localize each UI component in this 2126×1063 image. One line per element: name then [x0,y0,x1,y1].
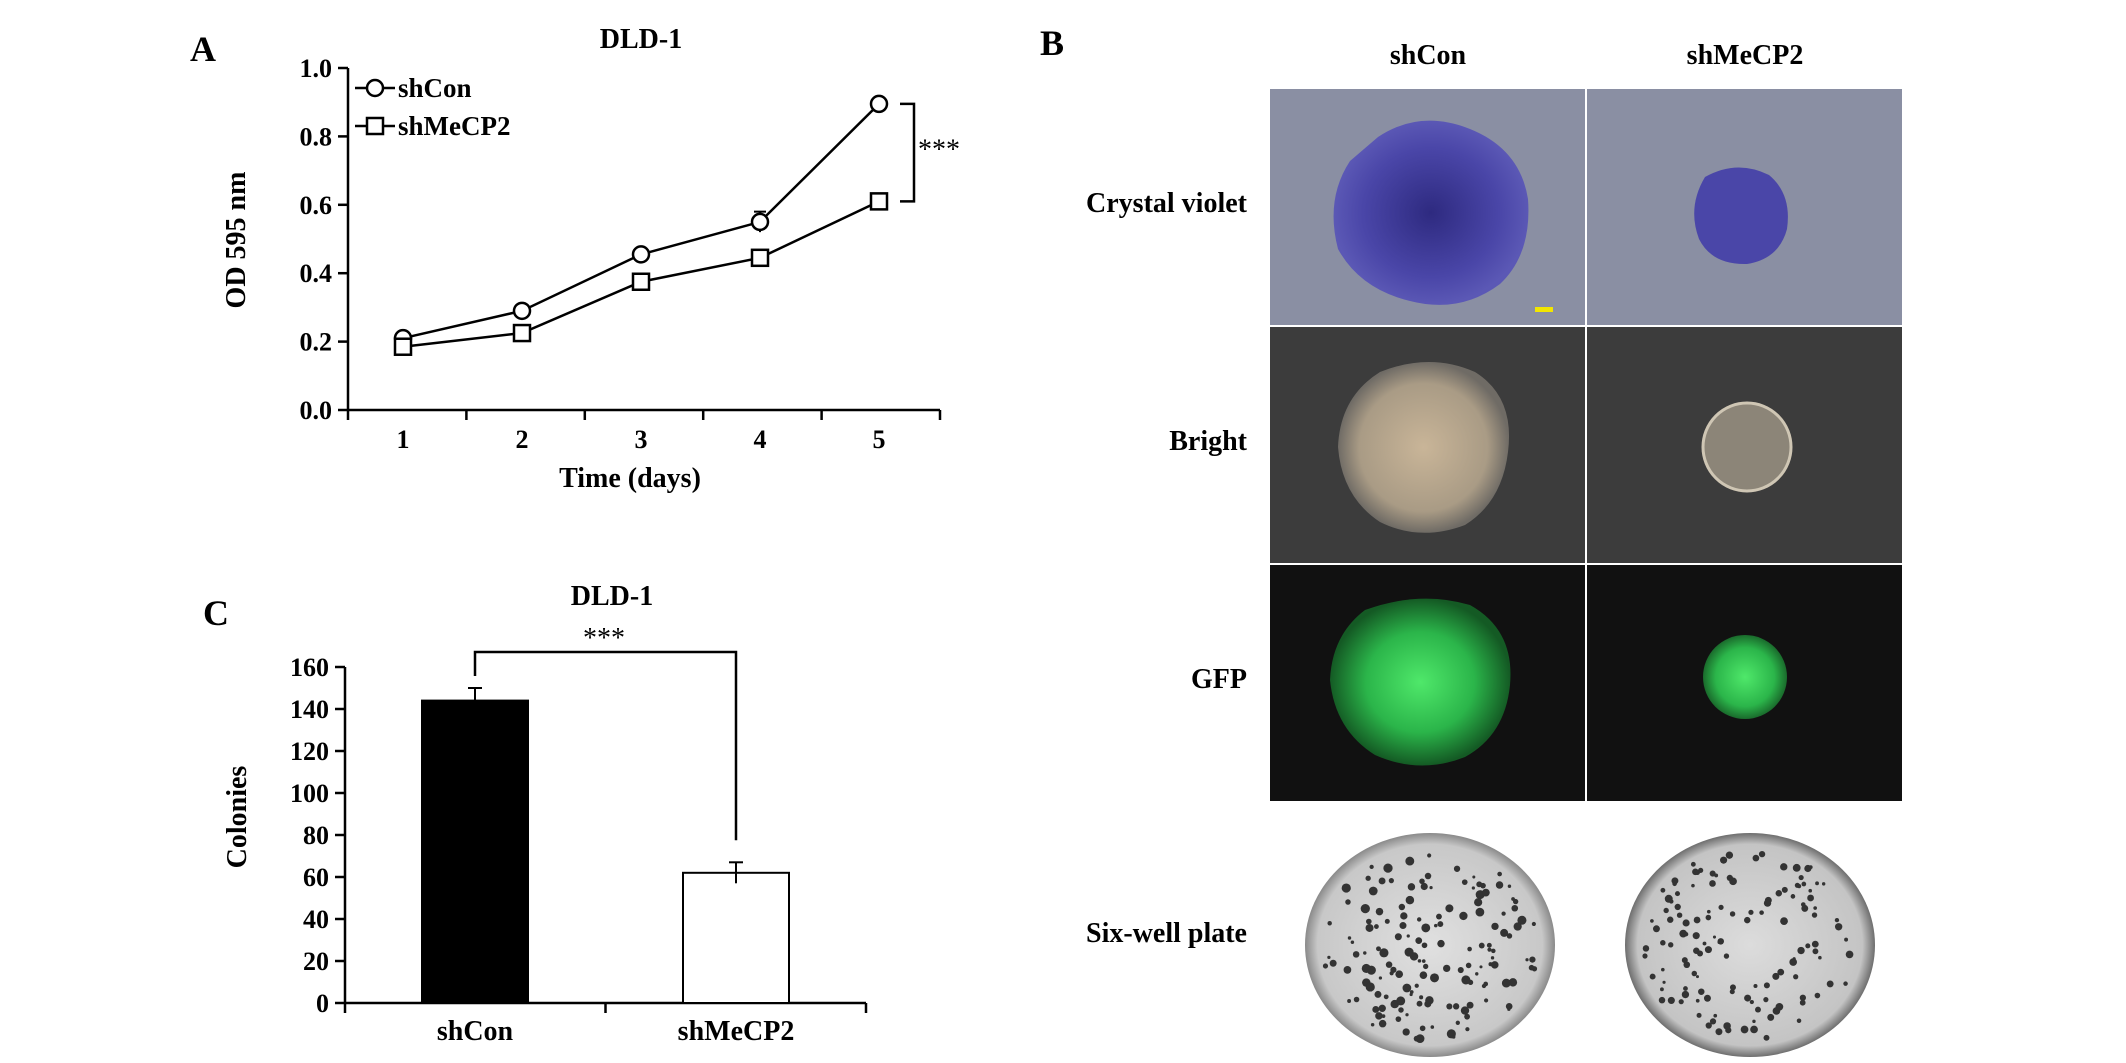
six-well-plate-shmecp2-image [1625,833,1875,1057]
chart-c-y-tick-label: 100 [290,779,329,808]
chart-a-y-axis-label: OD 595 nm [221,172,252,309]
column-label-shcon: shCon [1389,40,1467,71]
chart-a-point-shmecp2 [512,323,532,343]
chart-c-y-axis-label: Colonies [222,766,253,869]
chart-a-x-tick-label: 4 [754,425,767,454]
chart-a-legend-label-shcon: shCon [398,73,472,103]
chart-a-legend-marker [365,78,385,98]
chart-a-y-tick-label: 0.6 [300,191,333,220]
chart-a-y-tick-label: 1.0 [300,54,333,83]
chart-c-bar-shmecp2 [682,871,790,1004]
chart-c-x-tick-label: shCon [437,1016,514,1047]
chart-a-point-shcon [631,245,651,264]
chart-a-point-shmecp2 [869,192,889,211]
chart-c-y-tick-label: 20 [303,947,329,976]
chart-c-y-tick-label: 80 [303,821,329,850]
chart-c-y-tick-label: 40 [303,905,329,934]
chart-a-legend-label-shmecp2: shMeCP2 [398,111,510,141]
chart-a-significance-bracket [900,102,916,203]
row-label-gfp: GFP [1191,664,1247,695]
chart-c-significance-bracket [473,650,738,841]
chart-c-y-tick-label: 0 [316,989,329,1018]
chart-c-title: DLD-1 [571,581,653,612]
chart-a-point-shcon [750,212,770,232]
chart-c-y-tick-label: 160 [290,653,329,682]
gfp-shcon-image [1270,565,1585,801]
panel-c-letter: C [203,593,229,633]
chart-a-legend-marker [365,116,385,136]
chart-a-y-tick-label: 0.4 [300,259,333,288]
crystal-violet-shcon-image [1270,89,1585,325]
chart-c-x-tick-label: shMeCP2 [678,1016,795,1047]
row-label-bright: Bright [1169,426,1247,457]
chart-a-point-shcon [512,301,532,321]
chart-a-x-tick-label: 3 [635,425,648,454]
six-well-plate-shcon-image [1305,833,1555,1057]
chart-a-point-shcon [869,94,889,114]
chart-c-y-tick-label: 60 [303,863,329,892]
chart-a-point-shmecp2 [631,272,651,291]
row-label-six-well-plate: Six-well plate [1086,918,1247,949]
chart-a-y-tick-label: 0.8 [300,122,333,151]
chart-c-bar-shcon [421,699,529,1004]
chart-c-y-tick-label: 140 [290,695,329,724]
chart-a-x-axis-label: Time (days) [559,463,701,494]
column-label-shmecp2: shMeCP2 [1686,40,1804,71]
chart-a-significance-label: *** [918,135,960,166]
chart-a-x-tick-label: 2 [516,425,529,454]
chart-a-x-tick-label: 5 [873,425,886,454]
row-label-crystal-violet: Crystal violet [1086,188,1247,219]
panel-a-letter: A [190,29,216,69]
chart-a-point-shmecp2 [393,337,413,356]
crystal-violet-shmecp2-image [1587,89,1902,325]
bright-field-shmecp2-image [1587,327,1902,563]
chart-a-title: DLD-1 [600,24,682,55]
bright-field-shcon-image [1270,327,1585,563]
chart-c-significance-label: *** [583,623,625,654]
chart-a-y-tick-label: 0.0 [300,396,333,425]
chart-a-y-tick-label: 0.2 [300,328,333,357]
chart-a-point-shmecp2 [750,248,770,268]
gfp-shmecp2-image [1587,565,1902,801]
panel-b-letter: B [1040,23,1065,63]
chart-c-y-tick-label: 120 [290,737,329,766]
chart-a-x-tick-label: 1 [397,425,410,454]
